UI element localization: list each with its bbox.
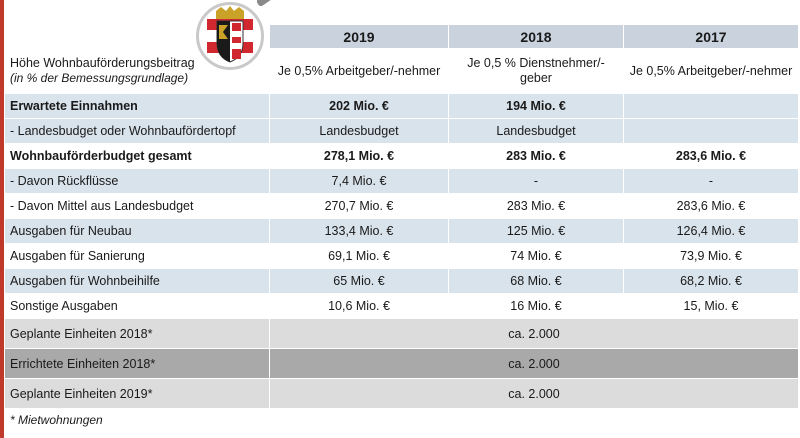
table-row: Ausgaben für Wohnbeihilfe 65 Mio. € 68 M… — [4, 268, 799, 294]
cell-2017: Je 0,5% Arbeitgeber/-nehmer — [623, 48, 799, 94]
table-row: Sonstige Ausgaben 10,6 Mio. € 16 Mio. € … — [4, 293, 799, 319]
cell-2019: 202 Mio. € — [269, 93, 449, 119]
footnote-row: * Mietwohnungen — [4, 408, 799, 432]
cell-2019: 7,4 Mio. € — [269, 168, 449, 194]
row-sublabel: (in % der Bemessungsgrundlage) — [10, 71, 189, 85]
cell-2019: 65 Mio. € — [269, 268, 449, 294]
cell-2018: 194 Mio. € — [448, 93, 624, 119]
upper-austria-coat-of-arms-icon — [196, 2, 264, 70]
table-row: Ausgaben für Sanierung 69,1 Mio. € 74 Mi… — [4, 243, 799, 269]
cell-2019: 133,4 Mio. € — [269, 218, 449, 244]
cell-2018: 68 Mio. € — [448, 268, 624, 294]
cell-2019: 278,1 Mio. € — [269, 143, 449, 169]
red-accent-edge — [0, 0, 4, 438]
table-row: - Davon Mittel aus Landesbudget 270,7 Mi… — [4, 193, 799, 219]
header-row: 2019 2018 2017 — [4, 24, 799, 49]
units-label: Geplante Einheiten 2018* — [4, 318, 270, 349]
cell-2017: 73,9 Mio. € — [623, 243, 799, 269]
cell-2019: 10,6 Mio. € — [269, 293, 449, 319]
coat-of-arms-graphic — [207, 6, 253, 63]
units-row: Errichtete Einheiten 2018* ca. 2.000 — [4, 348, 799, 379]
cell-2018: - — [448, 168, 624, 194]
cell-2019: 270,7 Mio. € — [269, 193, 449, 219]
cell-2018: 125 Mio. € — [448, 218, 624, 244]
cell-2017: 126,4 Mio. € — [623, 218, 799, 244]
table-row: Wohnbauförderbudget gesamt 278,1 Mio. € … — [4, 143, 799, 169]
year-header-2019: 2019 — [269, 24, 449, 49]
units-value: ca. 2.000 — [269, 378, 799, 409]
table-row: Höhe Wohnbauförderungsbeitrag (in % der B… — [4, 48, 799, 94]
cell-2017: - — [623, 168, 799, 194]
units-value: ca. 2.000 — [269, 348, 799, 379]
row-label-text: Höhe Wohnbauförderungsbeitrag — [10, 56, 195, 70]
row-label: - Landesbudget oder Wohnbaufördertopf — [4, 118, 270, 144]
cell-2018: 283 Mio. € — [448, 143, 624, 169]
year-header-2018: 2018 — [448, 24, 624, 49]
row-label: Wohnbauförderbudget gesamt — [4, 143, 270, 169]
cell-2018: 283 Mio. € — [448, 193, 624, 219]
table-row: Ausgaben für Neubau 133,4 Mio. € 125 Mio… — [4, 218, 799, 244]
row-label: Ausgaben für Neubau — [4, 218, 270, 244]
cell-2017 — [623, 93, 799, 119]
table-row: Erwartete Einnahmen 202 Mio. € 194 Mio. … — [4, 93, 799, 119]
table-row: - Landesbudget oder Wohnbaufördertopf La… — [4, 118, 799, 144]
cell-2018: 16 Mio. € — [448, 293, 624, 319]
cell-2017: 283,6 Mio. € — [623, 193, 799, 219]
units-label: Errichtete Einheiten 2018* — [4, 348, 270, 379]
cell-2017 — [623, 118, 799, 144]
row-label: - Davon Rückflüsse — [4, 168, 270, 194]
units-label: Geplante Einheiten 2019* — [4, 378, 270, 409]
budget-table-wrapper: 2019 2018 2017 Höhe Wohnbauförderungsbei… — [4, 24, 799, 432]
cell-2018: Je 0,5 % Dienstnehmer/-geber — [448, 48, 624, 94]
cell-2017: 15, Mio. € — [623, 293, 799, 319]
cell-2019: 69,1 Mio. € — [269, 243, 449, 269]
cell-2017: 283,6 Mio. € — [623, 143, 799, 169]
cell-2017: 68,2 Mio. € — [623, 268, 799, 294]
row-label: Ausgaben für Wohnbeihilfe — [4, 268, 270, 294]
units-row: Geplante Einheiten 2018* ca. 2.000 — [4, 318, 799, 349]
cell-2019: Landesbudget — [269, 118, 449, 144]
year-header-2017: 2017 — [623, 24, 799, 49]
budget-table: 2019 2018 2017 Höhe Wohnbauförderungsbei… — [4, 24, 799, 432]
table-row: - Davon Rückflüsse 7,4 Mio. € - - — [4, 168, 799, 194]
cell-2018: Landesbudget — [448, 118, 624, 144]
units-value: ca. 2.000 — [269, 318, 799, 349]
footnote: * Mietwohnungen — [4, 408, 799, 432]
cell-2019: Je 0,5% Arbeitgeber/-nehmer — [269, 48, 449, 94]
units-row: Geplante Einheiten 2019* ca. 2.000 — [4, 378, 799, 409]
row-label: Erwartete Einnahmen — [4, 93, 270, 119]
row-label: - Davon Mittel aus Landesbudget — [4, 193, 270, 219]
row-label: Sonstige Ausgaben — [4, 293, 270, 319]
row-label: Ausgaben für Sanierung — [4, 243, 270, 269]
cell-2018: 74 Mio. € — [448, 243, 624, 269]
